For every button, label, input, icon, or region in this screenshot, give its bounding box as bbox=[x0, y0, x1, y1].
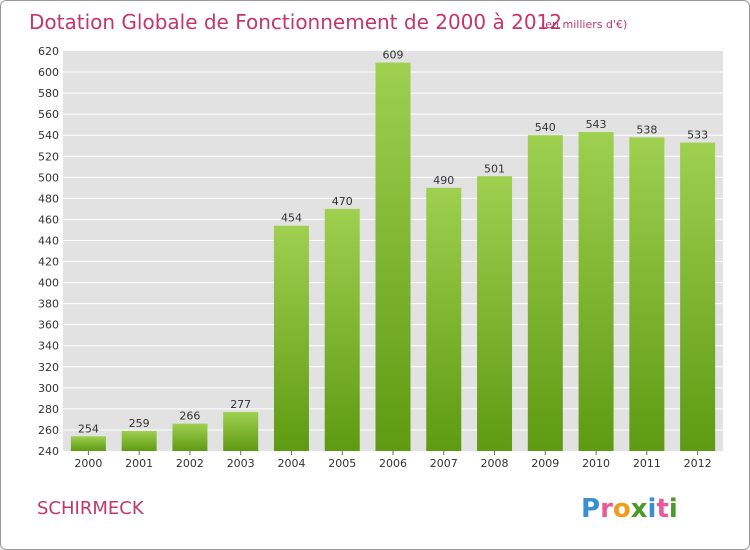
y-tick-label: 420 bbox=[38, 256, 59, 269]
bar-2009 bbox=[527, 135, 563, 452]
data-label-2007: 490 bbox=[433, 174, 454, 187]
x-tick-label-2004: 2004 bbox=[277, 457, 305, 470]
bar-2000 bbox=[70, 436, 106, 451]
x-tick-label-2002: 2002 bbox=[176, 457, 204, 470]
y-tick-label: 280 bbox=[38, 403, 59, 416]
x-tick-label-2003: 2003 bbox=[227, 457, 255, 470]
data-label-2010: 543 bbox=[586, 118, 607, 131]
bar-2004 bbox=[273, 225, 309, 451]
bar-2011 bbox=[629, 137, 665, 451]
y-tick-label: 340 bbox=[38, 340, 59, 353]
logo-letter: x bbox=[631, 494, 648, 524]
y-tick-label: 500 bbox=[38, 171, 59, 184]
x-tick-label-2011: 2011 bbox=[633, 457, 661, 470]
bars bbox=[70, 62, 716, 452]
data-label-2001: 259 bbox=[129, 417, 150, 430]
data-label-2003: 277 bbox=[230, 398, 251, 411]
y-tick-label: 620 bbox=[38, 45, 59, 58]
bar-2012 bbox=[680, 142, 716, 451]
bar-2001 bbox=[121, 431, 157, 451]
y-tick-label: 540 bbox=[38, 129, 59, 142]
x-tick-label-2000: 2000 bbox=[74, 457, 102, 470]
x-tick-label-2012: 2012 bbox=[684, 457, 712, 470]
x-tick-label-2009: 2009 bbox=[531, 457, 559, 470]
y-tick-label: 360 bbox=[38, 319, 59, 332]
logo-letter: i bbox=[648, 494, 657, 524]
data-label-2008: 501 bbox=[484, 162, 505, 175]
logo-letter: P bbox=[581, 494, 600, 524]
x-tick-label-2008: 2008 bbox=[481, 457, 509, 470]
x-axis-ticks: 2000 2001 2002 2003 2004 2005 2006 2007 2008 2009… bbox=[74, 451, 712, 470]
data-label-2005: 470 bbox=[332, 195, 353, 208]
data-label-2009: 540 bbox=[535, 121, 556, 134]
x-tick-label-2001: 2001 bbox=[125, 457, 153, 470]
bar-data-labels: 254 259 266 277 454 470 609 490 501 540 543 538 533 bbox=[78, 49, 708, 436]
y-tick-label: 560 bbox=[38, 108, 59, 121]
logo-letter: i bbox=[669, 494, 678, 524]
chart-title: Dotation Globale de Fonctionnement de 20… bbox=[29, 10, 562, 34]
bar-2007 bbox=[426, 187, 462, 451]
city-name: SCHIRMECK bbox=[37, 498, 145, 519]
bar-2006 bbox=[375, 62, 411, 451]
data-label-2006: 609 bbox=[383, 49, 404, 62]
data-label-2012: 533 bbox=[687, 129, 708, 142]
y-tick-label: 260 bbox=[38, 424, 59, 437]
y-tick-label: 380 bbox=[38, 298, 59, 311]
bar-2008 bbox=[477, 176, 513, 451]
y-tick-label: 300 bbox=[38, 382, 59, 395]
x-tick-label-2010: 2010 bbox=[582, 457, 610, 470]
y-tick-label: 600 bbox=[38, 66, 59, 79]
data-label-2011: 538 bbox=[636, 123, 657, 136]
y-tick-label: 440 bbox=[38, 234, 59, 247]
x-tick-label-2007: 2007 bbox=[430, 457, 458, 470]
bar-2002 bbox=[172, 423, 208, 451]
chart-unit-note: (en milliers d'€) bbox=[541, 18, 627, 31]
logo-letter: t bbox=[656, 494, 668, 524]
logo-letter: o bbox=[613, 494, 631, 524]
y-tick-label: 400 bbox=[38, 277, 59, 290]
y-tick-label: 480 bbox=[38, 192, 59, 205]
y-tick-label: 520 bbox=[38, 150, 59, 163]
data-label-2004: 454 bbox=[281, 212, 302, 225]
y-tick-label: 240 bbox=[38, 445, 59, 458]
bar-2005 bbox=[324, 208, 360, 451]
x-tick-label-2005: 2005 bbox=[328, 457, 356, 470]
data-label-2000: 254 bbox=[78, 422, 99, 435]
y-axis-ticks: 240 260 280 300 320 340 360 380 400 420 440 460 480 5… bbox=[38, 45, 59, 458]
bar-2010 bbox=[578, 132, 614, 452]
proxiti-logo: Proxiti bbox=[581, 494, 678, 524]
x-tick-label-2006: 2006 bbox=[379, 457, 407, 470]
data-label-2002: 266 bbox=[179, 410, 200, 423]
y-tick-label: 460 bbox=[38, 213, 59, 226]
y-tick-label: 320 bbox=[38, 361, 59, 374]
y-tick-label: 580 bbox=[38, 87, 59, 100]
logo-letter: r bbox=[600, 494, 613, 524]
bar-2003 bbox=[223, 412, 259, 451]
